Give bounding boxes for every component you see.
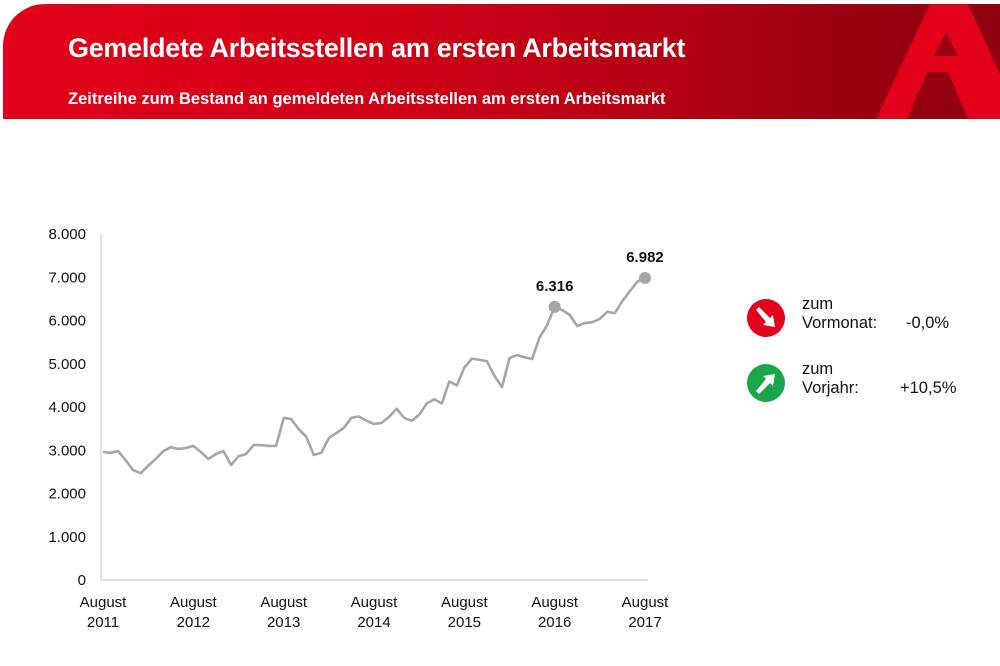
x-tick-label: 2011 (87, 614, 119, 631)
x-tick-label: 2012 (177, 614, 210, 631)
x-axis-ticks: August 2011 August 2012 August 2013 August 2014… (80, 594, 670, 631)
x-tick-label: 2016 (538, 614, 571, 631)
x-tick-label: August (441, 594, 489, 611)
x-tick-label: August (531, 594, 579, 611)
legend-value-vorjahr: +10,5% (900, 379, 957, 397)
y-tick-label: 7.000 (48, 269, 86, 286)
legend-item-vormonat: zum Vormonat: -0,0% (746, 295, 986, 358)
x-tick-label: August (622, 594, 670, 611)
data-point-marker (548, 300, 561, 313)
legend-label-line2: Vorjahr: (802, 379, 859, 397)
y-tick-label: 0 (78, 572, 86, 589)
page-title: Gemeldete Arbeitsstellen am ersten Arbei… (68, 33, 686, 63)
data-label: 6.316 (536, 278, 574, 295)
y-tick-label: 5.000 (48, 356, 86, 373)
x-tick-label: 2015 (448, 614, 481, 631)
data-annotations: 6.316 6.982 (536, 249, 664, 313)
y-axis-ticks: 0 1.000 2.000 3.000 4.000 5.000 6.000 7.000 8.00… (48, 226, 86, 589)
x-tick-label: 2014 (357, 614, 390, 631)
legend-label-line2: Vormonat: (802, 314, 878, 332)
legend-label-line1: zum (802, 360, 834, 378)
agency-a-logo-icon (876, 4, 1000, 119)
data-label: 6.982 (626, 249, 664, 266)
legend-value-vormonat: -0,0% (906, 314, 950, 332)
y-tick-label: 3.000 (48, 442, 86, 459)
x-tick-label: 2017 (628, 614, 661, 631)
arrow-down-right-icon (747, 299, 785, 337)
y-tick-label: 8.000 (48, 226, 86, 243)
y-tick-label: 6.000 (48, 313, 86, 330)
x-tick-label: August (351, 594, 399, 611)
arrow-up-right-icon (747, 364, 785, 402)
legend-label-line1: zum (802, 295, 834, 313)
legend-item-vorjahr: zum Vorjahr: +10,5% (746, 360, 986, 423)
y-tick-label: 4.000 (48, 399, 86, 416)
x-tick-label: August (260, 594, 308, 611)
y-tick-label: 2.000 (48, 486, 86, 503)
x-tick-label: 2013 (267, 614, 300, 631)
x-tick-label: August (80, 594, 128, 611)
header-banner: Gemeldete Arbeitsstellen am ersten Arbei… (3, 4, 1000, 119)
series-line (102, 276, 646, 475)
data-point-marker (639, 272, 651, 285)
x-tick-label: August (170, 594, 218, 611)
y-tick-label: 1.000 (48, 529, 86, 546)
page-subtitle: Zeitreihe zum Bestand an gemeldeten Arbe… (68, 90, 666, 108)
